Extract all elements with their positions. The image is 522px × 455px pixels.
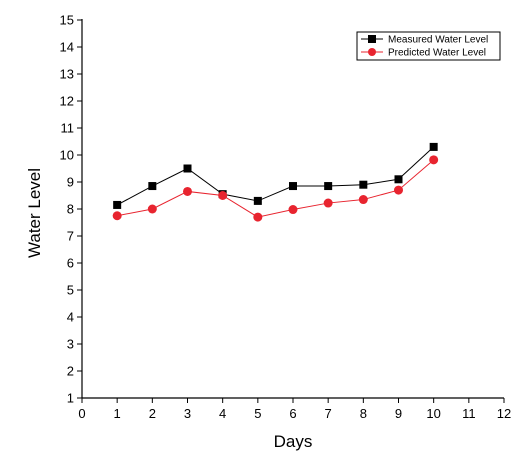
y-tick-label: 13: [60, 67, 74, 82]
data-point: [359, 180, 368, 189]
x-tick-label: 9: [395, 406, 402, 421]
y-axis-title: Water Level: [25, 168, 44, 258]
data-point: [358, 195, 368, 205]
x-tick-label: 8: [360, 406, 367, 421]
legend-item: Predicted Water Level: [361, 48, 486, 59]
x-tick-label: 12: [497, 406, 511, 421]
x-tick-label: 10: [426, 406, 440, 421]
data-point: [323, 198, 333, 208]
y-tick-label: 1: [67, 391, 74, 406]
data-point: [324, 182, 333, 191]
data-point: [394, 185, 403, 195]
data-point: [183, 186, 192, 196]
data-point: [253, 212, 263, 222]
data-point: [218, 191, 228, 200]
y-tick-label: 12: [60, 94, 74, 109]
legend-marker: [368, 48, 376, 56]
y-tick-label: 7: [67, 229, 74, 244]
legend: Measured Water Level Predicted Water Leve…: [356, 31, 501, 61]
y-tick-label: 8: [67, 202, 74, 217]
y-tick-label: 4: [67, 310, 74, 325]
data-point: [288, 205, 298, 215]
x-tick-label: 7: [325, 406, 332, 421]
x-axis-title: Days: [274, 432, 313, 451]
data-point: [394, 175, 403, 184]
legend-item: Measured Water Level: [361, 35, 488, 46]
legend-box: [356, 31, 501, 61]
x-tick-label: 1: [114, 406, 121, 421]
y-tick-label: 15: [60, 13, 74, 28]
x-tick-label: 2: [149, 406, 156, 421]
x-tick-label: 0: [78, 406, 85, 421]
data-point: [253, 196, 262, 205]
y-tick-label: 14: [60, 40, 74, 55]
y-tick-label: 3: [67, 337, 74, 352]
data-point: [147, 204, 157, 214]
data-point: [148, 182, 157, 191]
y-tick-label: 2: [67, 364, 74, 379]
legend-label: Predicted Water Level: [388, 48, 486, 59]
series-line: [116, 146, 435, 206]
data-point: [289, 182, 297, 191]
data-point: [429, 155, 439, 165]
y-tick-label: 9: [67, 175, 74, 190]
data-point: [429, 142, 438, 151]
y-tick-label: 11: [61, 121, 75, 136]
series-line: [117, 159, 434, 218]
x-axis-ticks: 0 1 2 3 4 5 6 7 8 9 10 11 12: [78, 398, 511, 421]
y-tick-label: 5: [67, 283, 74, 298]
legend-label: Measured Water Level: [388, 35, 488, 46]
y-tick-label: 10: [60, 148, 74, 163]
legend-marker: [368, 35, 376, 43]
series-layer: [112, 142, 439, 222]
data-point: [112, 211, 122, 221]
series-measured: [113, 142, 438, 209]
series-predicted: [112, 155, 439, 222]
x-tick-label: 4: [219, 406, 226, 421]
y-tick-label: 6: [67, 256, 74, 271]
x-tick-label: 6: [289, 406, 296, 421]
x-tick-label: 5: [254, 406, 261, 421]
data-point: [183, 164, 192, 173]
x-tick-label: 11: [462, 406, 476, 421]
data-point: [113, 200, 122, 209]
x-tick-label: 3: [184, 406, 191, 421]
